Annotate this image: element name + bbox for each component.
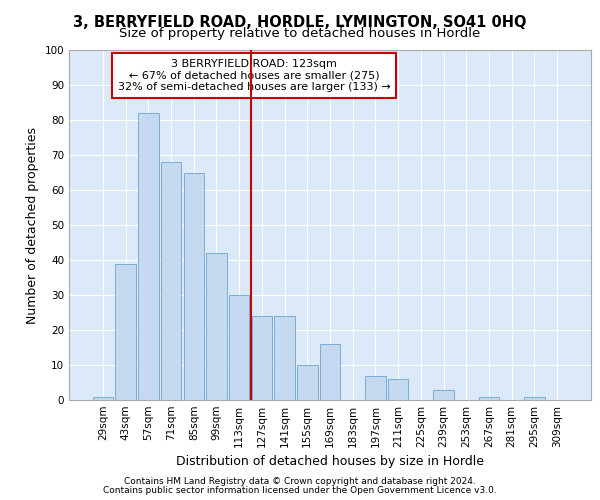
Bar: [251, 316, 272, 400]
Text: 3, BERRYFIELD ROAD, HORDLE, LYMINGTON, SO41 0HQ: 3, BERRYFIELD ROAD, HORDLE, LYMINGTON, S…: [73, 15, 527, 30]
Bar: [138, 113, 158, 400]
Y-axis label: Number of detached properties: Number of detached properties: [26, 126, 39, 324]
Bar: [524, 396, 545, 400]
Bar: [115, 264, 136, 400]
Bar: [433, 390, 454, 400]
Bar: [274, 316, 295, 400]
Text: Size of property relative to detached houses in Hordle: Size of property relative to detached ho…: [119, 27, 481, 40]
Text: Contains HM Land Registry data © Crown copyright and database right 2024.: Contains HM Land Registry data © Crown c…: [124, 477, 476, 486]
Bar: [388, 379, 409, 400]
Text: 3 BERRYFIELD ROAD: 123sqm
← 67% of detached houses are smaller (275)
32% of semi: 3 BERRYFIELD ROAD: 123sqm ← 67% of detac…: [118, 59, 391, 92]
Text: Contains public sector information licensed under the Open Government Licence v3: Contains public sector information licen…: [103, 486, 497, 495]
Bar: [184, 172, 204, 400]
Bar: [297, 365, 317, 400]
Bar: [229, 295, 250, 400]
Bar: [206, 253, 227, 400]
Bar: [365, 376, 386, 400]
Bar: [93, 396, 113, 400]
Bar: [320, 344, 340, 400]
Bar: [479, 396, 499, 400]
X-axis label: Distribution of detached houses by size in Hordle: Distribution of detached houses by size …: [176, 456, 484, 468]
Bar: [161, 162, 181, 400]
